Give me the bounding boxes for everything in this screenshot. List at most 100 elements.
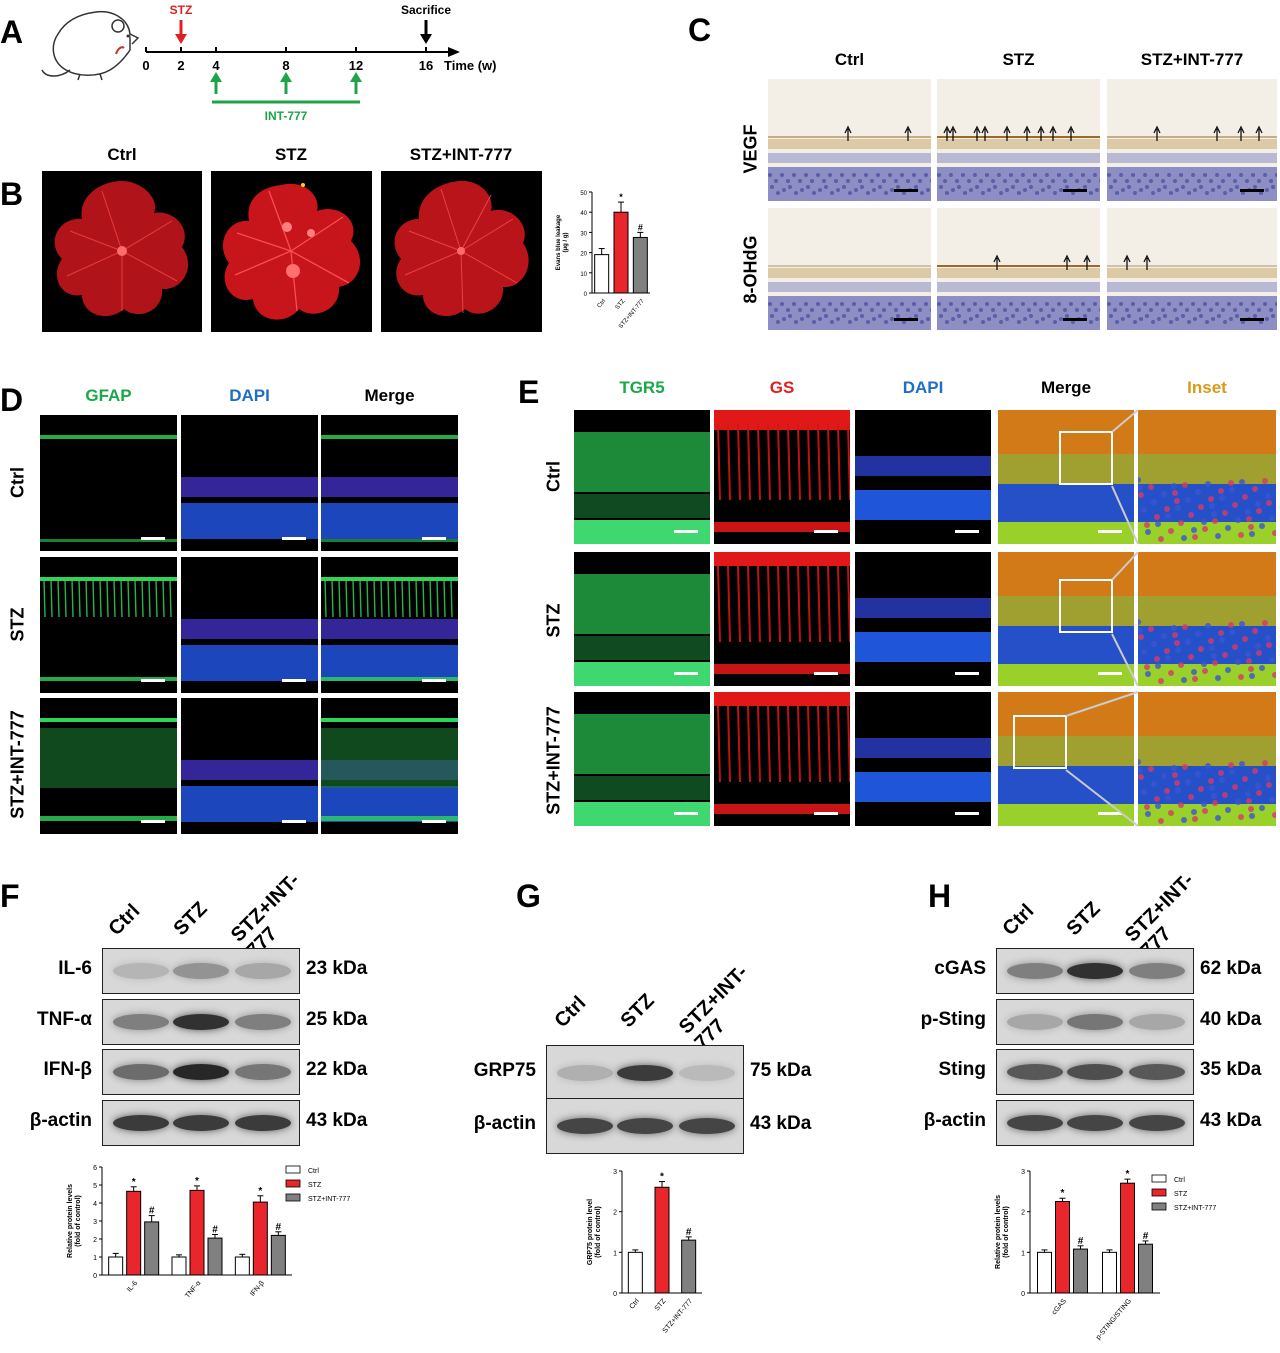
gfap-fiber xyxy=(401,578,404,618)
if-image-e-0-0 xyxy=(574,410,710,544)
inset-speck xyxy=(1154,796,1160,802)
arrow-icon xyxy=(1213,125,1221,141)
gfap-fiber xyxy=(408,578,411,618)
gfap-fiber xyxy=(380,578,383,618)
inset-speck xyxy=(1138,759,1141,765)
inset-speck xyxy=(1191,809,1197,815)
col-header-stz: STZ xyxy=(1002,50,1035,69)
sacrifice-label: Sacrifice xyxy=(401,3,451,17)
if-image-d-0-0 xyxy=(40,415,177,551)
nucleus xyxy=(804,302,808,306)
nucleus xyxy=(896,314,900,318)
inset-speck xyxy=(1256,790,1262,796)
nucleus xyxy=(1167,173,1171,177)
bar xyxy=(171,1256,187,1276)
dapi-layer xyxy=(181,619,318,639)
gs-fiber xyxy=(787,423,791,501)
inset-speck xyxy=(1161,773,1167,779)
bar xyxy=(189,1189,205,1276)
nucleus xyxy=(997,302,1001,306)
retina-layer xyxy=(768,139,931,149)
nucleus xyxy=(1151,191,1155,195)
nucleus xyxy=(840,173,844,177)
y-axis-label-line: Evans blue leakage xyxy=(556,214,562,270)
inset-speck xyxy=(1218,770,1224,776)
nucleus xyxy=(1145,314,1149,318)
inset-speck xyxy=(1172,632,1178,638)
inset-speck xyxy=(1201,519,1207,525)
channel-header-merge: Merge xyxy=(364,386,415,405)
inset-speck xyxy=(1269,515,1275,521)
tgr5-layer xyxy=(574,636,710,660)
nucleus xyxy=(1151,320,1155,324)
inset-speck xyxy=(1198,786,1204,792)
inset-speck xyxy=(1201,801,1207,807)
nucleus xyxy=(1099,179,1100,183)
gs-fiber xyxy=(777,423,781,501)
nucleus xyxy=(979,179,983,183)
inset-speck xyxy=(1144,664,1150,670)
nucleus xyxy=(860,185,864,189)
nucleus xyxy=(914,185,918,189)
nucleus xyxy=(800,188,804,192)
nucleus xyxy=(1063,308,1067,312)
gfap-fiber xyxy=(450,578,453,618)
inset-speck xyxy=(1269,657,1275,663)
nucleus xyxy=(930,308,931,312)
significance-mark: # xyxy=(1143,1231,1149,1242)
if-svg xyxy=(574,432,710,544)
nucleus xyxy=(945,320,949,324)
channel-header-tgr5: TGR5 xyxy=(619,378,665,397)
stz-injection-label: STZ xyxy=(170,3,193,17)
gs-fiber xyxy=(767,423,771,501)
retina-layer xyxy=(937,268,1100,278)
nucleus xyxy=(846,179,850,183)
nucleus xyxy=(975,185,979,189)
inset-speck xyxy=(1175,787,1181,793)
gfap-fiber xyxy=(78,578,81,618)
blot-strip xyxy=(996,1100,1194,1146)
retina-layer xyxy=(768,268,931,278)
ihc-image-1-1 xyxy=(937,208,1100,330)
tgr5-layer xyxy=(574,776,710,800)
inset-speck xyxy=(1182,624,1188,630)
nucleus xyxy=(1217,185,1221,189)
bar xyxy=(207,1237,223,1276)
gfap-fiber xyxy=(162,578,165,618)
timeline-tick-label: 0 xyxy=(142,58,149,73)
protein-band xyxy=(1007,1014,1063,1030)
nucleus xyxy=(1005,317,1009,321)
inset-speck xyxy=(1202,526,1208,532)
panel-letter-a: A xyxy=(0,14,24,50)
nucleus xyxy=(1191,302,1195,306)
if-svg xyxy=(40,577,177,682)
retina-layer xyxy=(1107,139,1277,149)
retina-layer xyxy=(1107,167,1277,201)
legend-swatch xyxy=(1151,1202,1167,1211)
gs-layer xyxy=(714,804,850,814)
dapi-layer xyxy=(321,477,458,497)
nucleus xyxy=(1011,314,1015,318)
nucleus xyxy=(774,179,778,183)
if-svg xyxy=(181,477,318,540)
nucleus xyxy=(876,302,880,306)
y-axis-label-line: (fold of control) xyxy=(75,1195,82,1247)
nucleus xyxy=(951,317,955,321)
nucleus xyxy=(991,179,995,183)
dapi-layer xyxy=(855,456,991,476)
nucleus xyxy=(1223,191,1227,195)
inset-speck xyxy=(1138,627,1143,633)
inset-box xyxy=(1059,579,1113,633)
inset-speck xyxy=(1266,782,1272,788)
nucleus xyxy=(1045,302,1049,306)
retina-layer xyxy=(937,282,1100,292)
nucleus xyxy=(876,173,880,177)
channel-header-merge: Merge xyxy=(1040,378,1092,397)
nucleus xyxy=(961,173,965,177)
blot-strip xyxy=(102,1049,300,1095)
inset-speck xyxy=(1191,669,1197,675)
inset-speck xyxy=(1158,536,1164,542)
inset-speck xyxy=(1211,653,1217,659)
nucleus xyxy=(1053,191,1057,195)
